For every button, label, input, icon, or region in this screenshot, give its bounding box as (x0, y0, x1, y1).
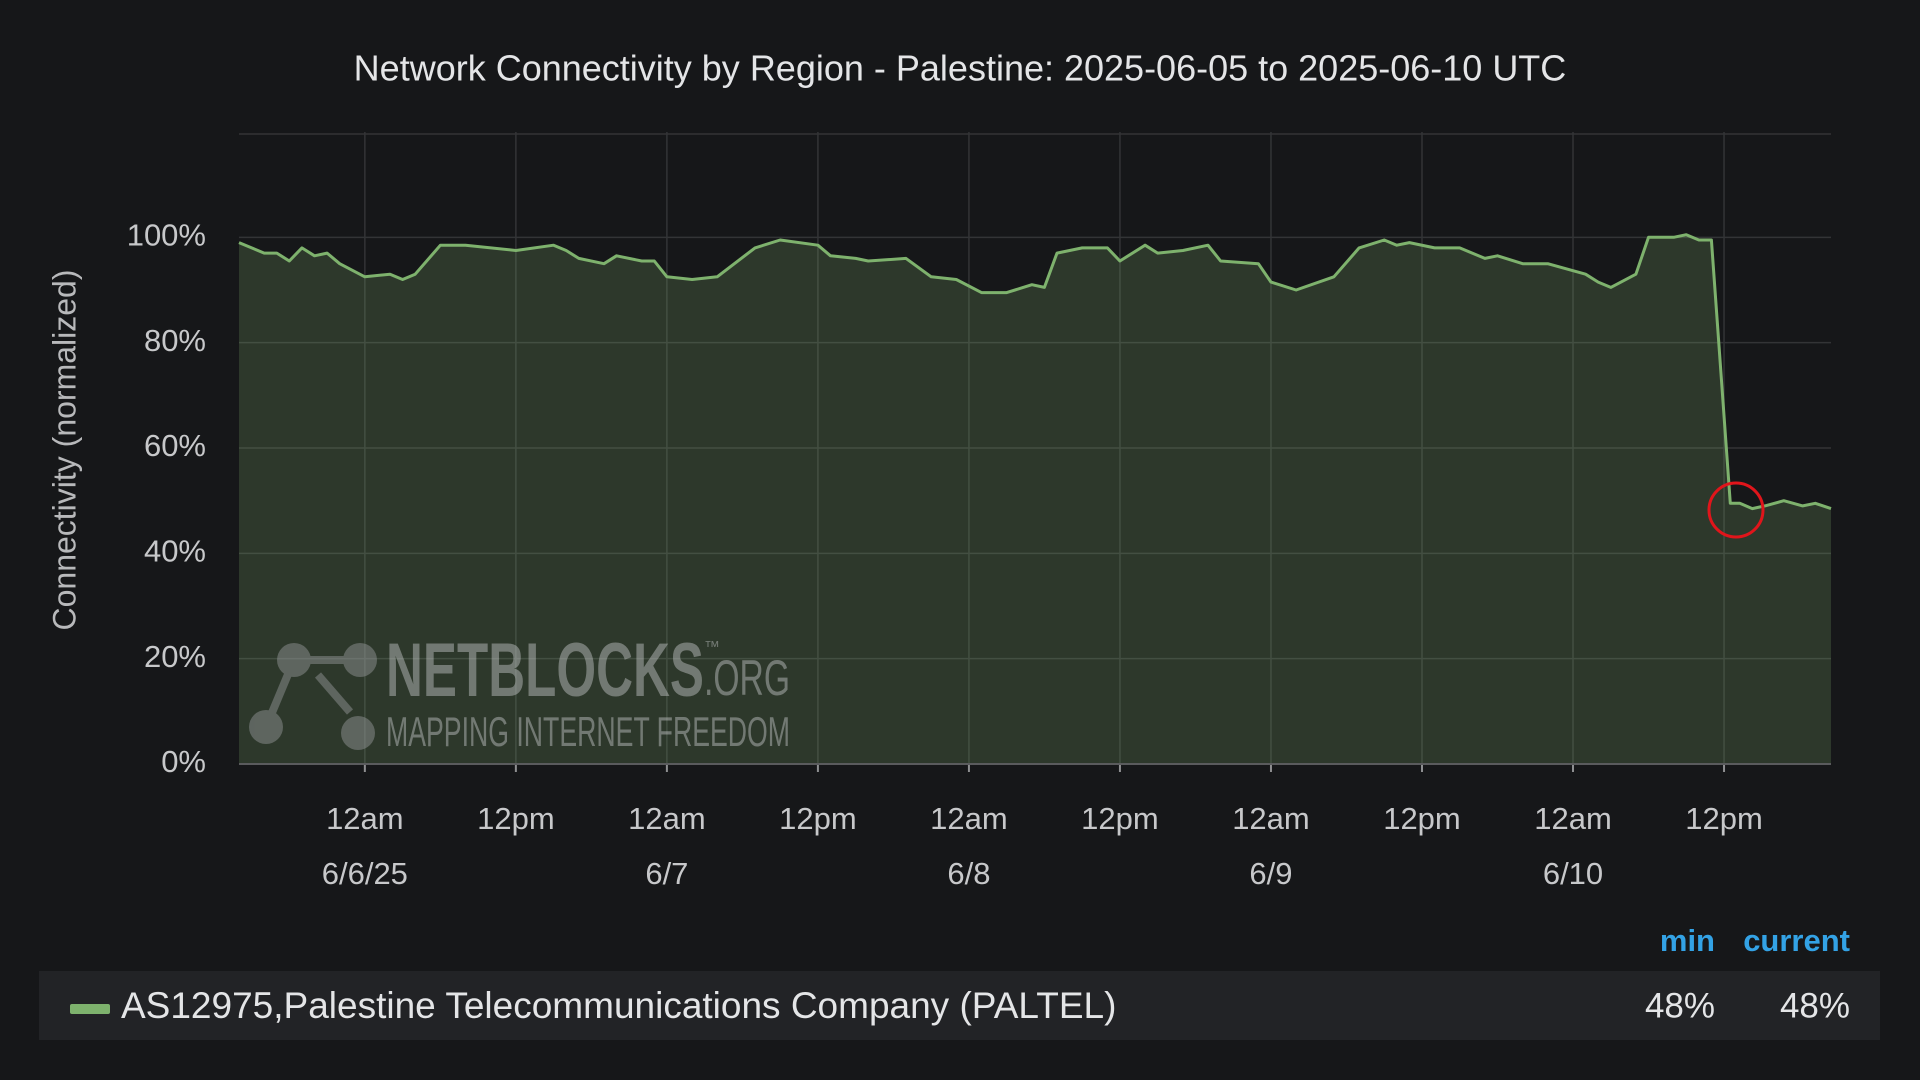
watermark-tagline: MAPPING INTERNET FREEDOM (386, 708, 790, 755)
x-tick-label: 12pm (1383, 801, 1461, 836)
x-date-label: 6/10 (1543, 856, 1603, 891)
x-tick-label: 12am (1534, 801, 1612, 836)
y-tick-label: 60% (144, 428, 206, 463)
logo-node (343, 643, 377, 677)
legend: AS12975,Palestine Telecommunications Com… (70, 923, 1850, 1026)
x-tick-label: 12pm (1685, 801, 1763, 836)
logo-node (249, 710, 283, 744)
legend-stat-header[interactable]: current (1743, 923, 1850, 958)
x-tick-label: 12pm (477, 801, 555, 836)
highlight-circle (1707, 481, 1765, 539)
legend-stat-value: 48% (1780, 986, 1850, 1025)
x-tick-label: 12am (628, 801, 706, 836)
x-tick-label: 12am (930, 801, 1008, 836)
logo-link (314, 672, 354, 715)
chart-title: Network Connectivity by Region - Palesti… (354, 48, 1567, 89)
y-axis-title: Connectivity (normalized) (46, 269, 82, 630)
x-tick-label: 12pm (779, 801, 857, 836)
y-tick-label: 0% (161, 744, 206, 779)
area-fill (239, 234, 1831, 764)
x-tick-label: 12pm (1081, 801, 1159, 836)
x-tick-label: 12am (1232, 801, 1310, 836)
logo-node (341, 716, 375, 750)
y-tick-label: 20% (144, 639, 206, 674)
x-date-label: 6/9 (1249, 856, 1292, 891)
watermark-suffix: .ORG (704, 650, 790, 706)
plot-area: 0% 20% 40% 60% 80% 100% 12am 12pm 12am 12pm 12am 12… (127, 132, 1832, 891)
y-tick-label: 100% (127, 218, 206, 253)
x-date-label: 6/8 (947, 856, 990, 891)
series-line (238, 233, 1832, 511)
watermark-tm: ™ (704, 639, 720, 656)
x-date-label: 6/6/25 (322, 856, 408, 891)
legend-stat-header[interactable]: min (1660, 923, 1715, 958)
legend-label[interactable]: AS12975,Palestine Telecommunications Com… (121, 985, 1116, 1026)
legend-stat-value: 48% (1645, 986, 1715, 1025)
x-tick-label: 12am (326, 801, 404, 836)
logo-node (277, 643, 311, 677)
legend-row (39, 971, 1880, 1040)
watermark-brand: NETBLOCKS (386, 628, 704, 713)
logo-link (262, 658, 298, 729)
y-tick-label: 40% (144, 534, 206, 569)
legend-swatch (70, 1004, 110, 1014)
watermark: NETBLOCKS ™ .ORG MAPPING INTERNET FREEDO… (249, 628, 790, 755)
x-date-label: 6/7 (645, 856, 688, 891)
y-tick-label: 80% (144, 323, 206, 358)
